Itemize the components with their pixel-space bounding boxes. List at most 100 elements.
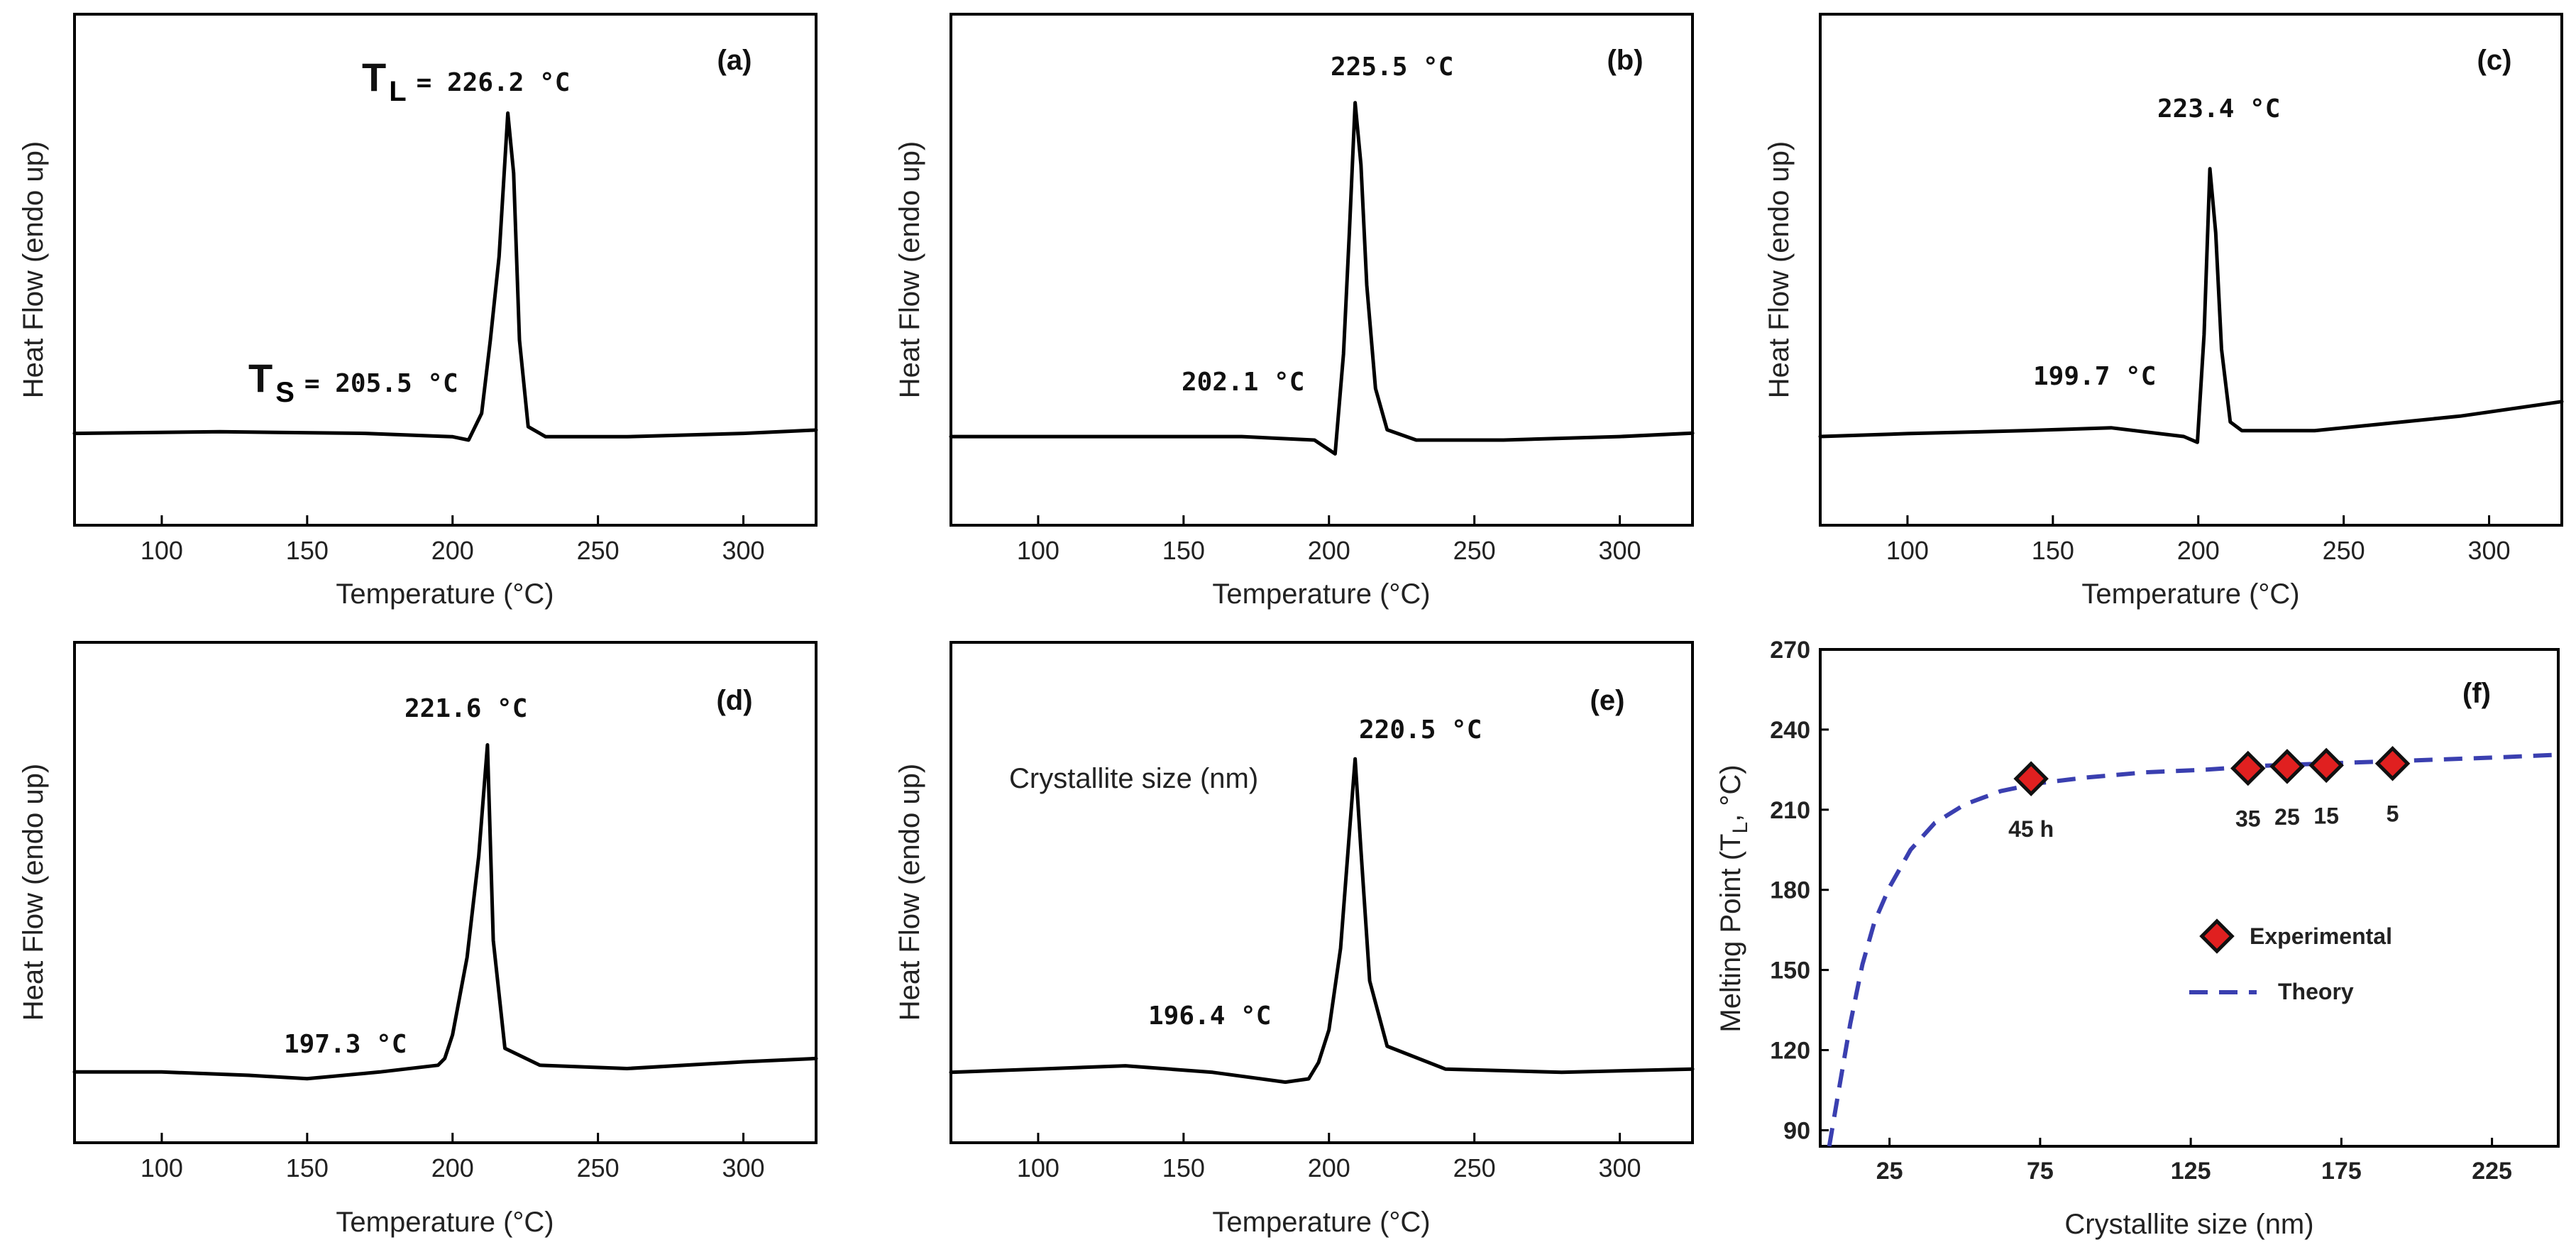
panel-label: (a) — [717, 45, 752, 76]
x-tick-label: 125 — [2171, 1158, 2211, 1185]
dsc-curve — [72, 111, 818, 442]
x-tick-label: 200 — [1308, 1153, 1350, 1182]
x-tick-label: 25 — [1876, 1158, 1903, 1185]
experimental-point — [2374, 745, 2411, 781]
y-tick-label: 210 — [1770, 797, 1810, 824]
experimental-markers — [2013, 745, 2411, 796]
tl-subscript: L — [389, 76, 406, 107]
panel-label: (c) — [2477, 45, 2512, 76]
x-tick-label: 100 — [1886, 536, 1929, 565]
plot-frame — [73, 641, 818, 1144]
onset-temp-label: 196.4 °C — [1148, 1001, 1271, 1031]
panel-label: (b) — [1607, 45, 1643, 76]
plot-frame — [950, 641, 1694, 1144]
ts-subscript: S — [275, 377, 295, 408]
peak-temp-label: 223.4 °C — [2157, 94, 2280, 123]
x-tick-label: 250 — [1453, 536, 1496, 565]
theory-curve — [1827, 752, 2553, 1147]
dsc-curve — [949, 757, 1695, 1085]
panel-a: 100 150 200 250 300 Temperature (°C) Heat Fl… — [18, 13, 818, 610]
tl-symbol: T — [362, 55, 386, 99]
experimental-point — [2269, 749, 2305, 784]
x-tick-label: 250 — [1453, 1153, 1496, 1182]
plot-frame — [73, 13, 818, 527]
point-label: 15 — [2313, 803, 2339, 828]
legend-experimental-label: Experimental — [2250, 923, 2392, 949]
x-tick-label: 250 — [577, 536, 620, 565]
x-tick-label: 100 — [1017, 1153, 1059, 1182]
x-tick-label: 150 — [1162, 536, 1205, 565]
axis-ticks: 25 75 125 175 225 90 120 150 180 210 240 270 — [1770, 637, 2512, 1185]
y-tick-label: 150 — [1770, 957, 1810, 984]
y-tick-label: 270 — [1770, 637, 1810, 664]
x-tick-label: 150 — [286, 536, 329, 565]
panel-d: 100 150 200 250 300 Temperature (°C) Heat Fl… — [18, 641, 818, 1238]
peak-temp-label: 221.6 °C — [404, 694, 527, 723]
x-ticks: 100 150 200 250 300 — [1886, 515, 2511, 565]
x-tick-label: 250 — [2323, 536, 2365, 565]
x-tick-label: 300 — [2468, 536, 2511, 565]
panel-c: 100 150 200 250 300 Temperature (°C) Heat Fl… — [1763, 13, 2564, 610]
x-ticks: 100 150 200 250 300 — [1017, 1133, 1641, 1182]
x-tick-label: 250 — [577, 1153, 620, 1182]
panel-label: (e) — [1590, 685, 1625, 716]
x-tick-label: 150 — [2032, 536, 2074, 565]
tl-annotation: T L = 226.2 °C — [362, 55, 570, 107]
plot-frame — [1819, 13, 2563, 527]
y-axis-title-prefix: Melting Point (T — [1715, 834, 1746, 1033]
x-axis-title: Crystallite size (nm) — [2064, 1209, 2313, 1240]
x-tick-label: 150 — [286, 1153, 329, 1182]
x-tick-label: 100 — [141, 536, 183, 565]
x-tick-label: 175 — [2321, 1158, 2362, 1185]
y-tick-label: 90 — [1783, 1117, 1810, 1144]
dsc-curve — [1818, 167, 2564, 444]
x-tick-label: 300 — [1599, 536, 1641, 565]
onset-temp-label: 199.7 °C — [2033, 362, 2156, 391]
x-tick-label: 225 — [2472, 1158, 2512, 1185]
x-tick-label: 100 — [1017, 536, 1059, 565]
y-axis-title: Heat Flow (endo up) — [1763, 141, 1795, 398]
panel-f: 25 75 125 175 225 90 120 150 180 210 240 270 45 h 35… — [1715, 637, 2560, 1240]
x-tick-label: 200 — [1308, 536, 1350, 565]
x-axis-title: Temperature (°C) — [2081, 578, 2299, 610]
panel-label: (f) — [2462, 678, 2491, 709]
dsc-curve — [72, 743, 818, 1081]
x-ticks: 100 150 200 250 300 — [141, 515, 765, 565]
y-axis-title: Heat Flow (endo up) — [18, 141, 49, 398]
x-tick-label: 200 — [431, 1153, 474, 1182]
y-axis-title: Heat Flow (endo up) — [18, 764, 49, 1021]
y-tick-label: 120 — [1770, 1038, 1810, 1065]
plot-frame — [1819, 648, 2560, 1148]
point-labels: 45 h 35 25 15 5 — [2008, 801, 2399, 842]
point-label: 35 — [2235, 806, 2261, 831]
legend-experimental-marker — [2199, 918, 2235, 954]
y-axis-title-suffix: , °C) — [1715, 764, 1746, 821]
x-axis-title: Temperature (°C) — [1212, 1207, 1430, 1238]
crystallite-size-note: Crystallite size (nm) — [1009, 763, 1258, 794]
point-label: 5 — [2387, 801, 2399, 827]
x-ticks: 100 150 200 250 300 — [141, 1133, 765, 1182]
x-tick-label: 150 — [1162, 1153, 1205, 1182]
onset-temp-label: 197.3 °C — [284, 1030, 407, 1059]
experimental-point — [2308, 747, 2344, 784]
y-axis-title: Heat Flow (endo up) — [894, 141, 925, 398]
x-ticks: 100 150 200 250 300 — [1017, 515, 1641, 565]
y-tick-label: 180 — [1770, 877, 1810, 904]
x-tick-label: 75 — [2027, 1158, 2054, 1185]
ts-value: = 205.5 °C — [304, 369, 458, 398]
ts-annotation: T S = 205.5 °C — [248, 356, 458, 408]
experimental-point — [2013, 761, 2049, 796]
point-label: 45 h — [2008, 816, 2054, 842]
x-tick-label: 200 — [431, 536, 474, 565]
x-axis-title: Temperature (°C) — [1212, 578, 1430, 610]
y-axis-title: Melting Point (TL, °C) — [1715, 764, 1752, 1032]
y-axis-title-sub: L — [1729, 822, 1752, 834]
experimental-point — [2230, 750, 2266, 786]
legend: Experimental Theory — [2189, 918, 2392, 1004]
tl-value: = 226.2 °C — [417, 68, 571, 97]
x-axis-title: Temperature (°C) — [336, 578, 554, 610]
point-label: 25 — [2274, 804, 2300, 830]
panel-label: (d) — [716, 685, 752, 716]
dsc-curve — [949, 101, 1695, 456]
peak-temp-label: 225.5 °C — [1331, 53, 1453, 82]
